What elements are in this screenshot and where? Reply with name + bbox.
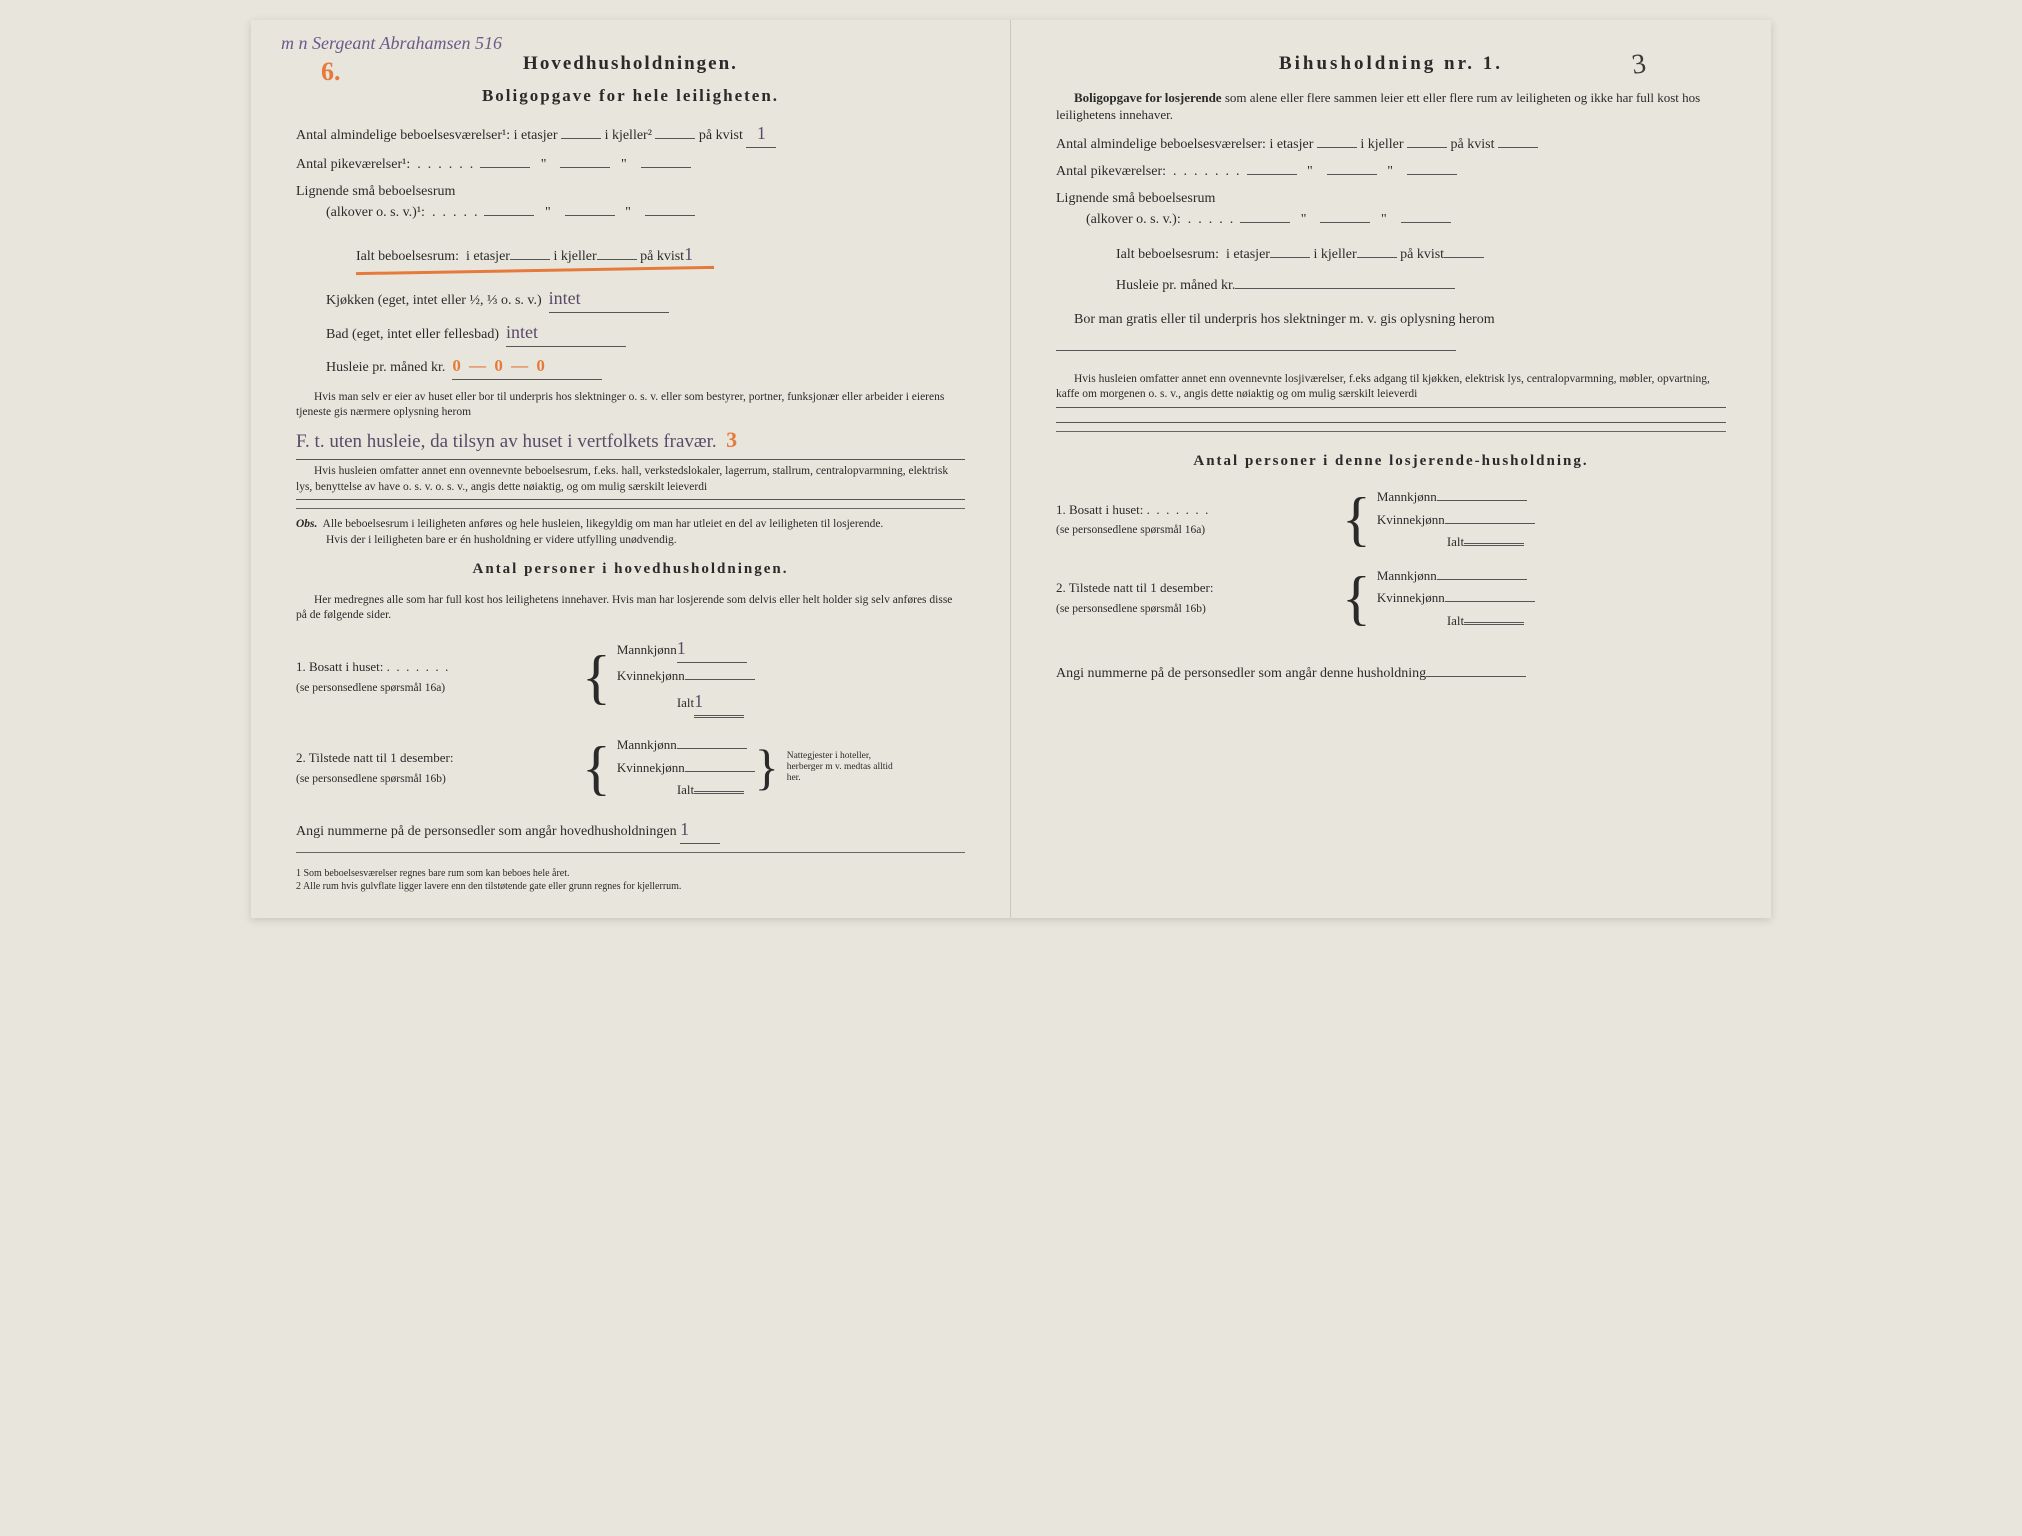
sum-line: Ialt beboelsesrum: i etasjer i kjeller p… [356, 241, 714, 269]
r-alkover: Lignende små beboelsesrum (alkover o. s.… [1056, 188, 1726, 230]
sub-title: Boligopgave for hele leiligheten. [296, 83, 965, 109]
handwritten-header: m n Sergeant Abrahamsen 516 [281, 30, 502, 57]
r-q2: 2. Tilstede natt til 1 desember: (se per… [1056, 563, 1726, 634]
right-title: Bihusholdning nr. 1. [1056, 50, 1726, 79]
r-para2: Hvis husleien omfatter annet enn ovennev… [1056, 372, 1726, 403]
q2-row: 2. Tilstede natt til 1 desember: (se per… [296, 729, 965, 806]
pike-line: Antal pikeværelser¹: . . . . . . " " [296, 154, 965, 175]
r-angi: Angi nummerne på de personsedler som ang… [1056, 663, 1726, 684]
left-page: m n Sergeant Abrahamsen 516 6. Hovedhush… [251, 20, 1011, 918]
q1-row: 1. Bosatt i huset: . . . . . . . (se per… [296, 632, 965, 722]
r-rooms-1: Antal almindelige beboelsesværelser: i e… [1056, 134, 1726, 155]
r-pike: Antal pikeværelser: . . . . . . . " " [1056, 161, 1726, 182]
explain-2: Hvis husleien omfatter annet enn ovennev… [296, 464, 965, 495]
husleie-line: Husleie pr. måned kr. 0 — 0 — 0 [326, 353, 965, 380]
r-husleie: Husleie pr. måned kr. [1116, 275, 1726, 296]
r-antal-title: Antal personer i denne losjerende-hushol… [1056, 450, 1726, 473]
antal-sub: Her medregnes alle som har full kost hos… [296, 593, 965, 624]
orange-six: 6. [321, 52, 341, 91]
obs-block: Obs. Alle beboelsesrum i leiligheten anf… [296, 517, 965, 548]
kjokken-line: Kjøkken (eget, intet eller ½, ⅓ o. s. v.… [326, 285, 965, 313]
handwritten-explain: F. t. uten husleie, da tilsyn av huset i… [296, 425, 965, 456]
form-spread: m n Sergeant Abrahamsen 516 6. Hovedhush… [251, 20, 1771, 918]
rooms-line-1: Antal almindelige beboelsesværelser¹: i … [296, 120, 965, 148]
r-gratis: Bor man gratis eller til underpris hos s… [1056, 306, 1726, 362]
footnotes: 1 Som beboelsesværelser regnes bare rum … [296, 867, 965, 893]
angi-line: Angi nummerne på de personsedler som ang… [296, 816, 965, 844]
bad-line: Bad (eget, intet eller fellesbad) intet [326, 319, 965, 347]
right-intro: Boligopgave for losjerende Boligopgave f… [1056, 89, 1726, 124]
r-q1: 1. Bosatt i huset: . . . . . . . (se per… [1056, 484, 1726, 555]
explain-1: Hvis man selv er eier av huset eller bor… [296, 390, 965, 421]
antal-title: Antal personer i hovedhusholdningen. [296, 558, 965, 581]
r-sum: Ialt beboelsesrum: i etasjer i kjeller p… [1116, 244, 1726, 265]
right-page: 3 Bihusholdning nr. 1. Boligopgave for l… [1011, 20, 1771, 918]
alkover-line: Lignende små beboelsesrum (alkover o. s.… [296, 181, 965, 223]
